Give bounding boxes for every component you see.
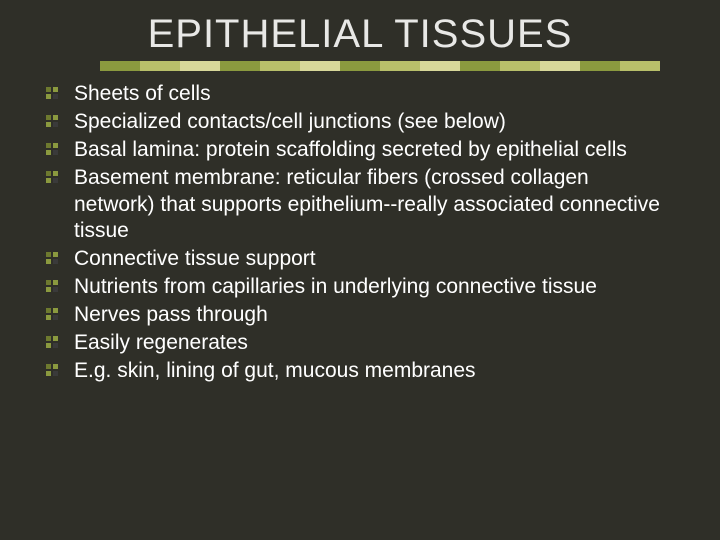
list-item-text: Basement membrane: reticular fibers (cro… bbox=[74, 166, 660, 243]
list-item: Easily regenerates bbox=[46, 330, 670, 357]
list-item: Basal lamina: protein scaffolding secret… bbox=[46, 137, 670, 164]
list-item: Nerves pass through bbox=[46, 302, 670, 329]
bullet-icon bbox=[46, 115, 60, 129]
accent-segment bbox=[580, 61, 620, 71]
accent-segment bbox=[140, 61, 180, 71]
list-item: Sheets of cells bbox=[46, 81, 670, 108]
list-item-text: Nutrients from capillaries in underlying… bbox=[74, 275, 597, 298]
list-item: Connective tissue support bbox=[46, 246, 670, 273]
bullet-icon bbox=[46, 364, 60, 378]
accent-segment bbox=[500, 61, 540, 71]
bullet-icon bbox=[46, 308, 60, 322]
list-item-text: Nerves pass through bbox=[74, 303, 268, 326]
list-item-text: E.g. skin, lining of gut, mucous membran… bbox=[74, 359, 476, 382]
bullet-icon bbox=[46, 280, 60, 294]
list-item: E.g. skin, lining of gut, mucous membran… bbox=[46, 358, 670, 385]
accent-segment bbox=[340, 61, 380, 71]
bullet-icon bbox=[46, 143, 60, 157]
accent-segment bbox=[180, 61, 220, 71]
bullet-list: Sheets of cells Specialized contacts/cell… bbox=[46, 81, 670, 385]
bullet-icon bbox=[46, 87, 60, 101]
accent-segment bbox=[300, 61, 340, 71]
list-item: Basement membrane: reticular fibers (cro… bbox=[46, 165, 670, 246]
list-item-text: Sheets of cells bbox=[74, 82, 211, 105]
list-item-text: Connective tissue support bbox=[74, 247, 316, 270]
accent-segment bbox=[100, 61, 140, 71]
slide-title: EPITHELIAL TISSUES bbox=[0, 12, 720, 57]
accent-segment bbox=[620, 61, 660, 71]
accent-segment bbox=[260, 61, 300, 71]
bullet-icon bbox=[46, 336, 60, 350]
list-item-text: Easily regenerates bbox=[74, 331, 248, 354]
list-item-text: Specialized contacts/cell junctions (see… bbox=[74, 110, 506, 133]
accent-segment bbox=[460, 61, 500, 71]
slide: EPITHELIAL TISSUES Sheets of cells Specia… bbox=[0, 0, 720, 540]
list-item: Nutrients from capillaries in underlying… bbox=[46, 274, 670, 301]
title-wrap: EPITHELIAL TISSUES bbox=[0, 0, 720, 65]
accent-bar bbox=[100, 61, 660, 71]
accent-segment bbox=[220, 61, 260, 71]
list-item: Specialized contacts/cell junctions (see… bbox=[46, 109, 670, 136]
accent-segment bbox=[380, 61, 420, 71]
accent-segment bbox=[420, 61, 460, 71]
content-area: Sheets of cells Specialized contacts/cell… bbox=[0, 77, 720, 385]
list-item-text: Basal lamina: protein scaffolding secret… bbox=[74, 138, 627, 161]
accent-segment bbox=[540, 61, 580, 71]
bullet-icon bbox=[46, 252, 60, 266]
bullet-icon bbox=[46, 171, 60, 185]
